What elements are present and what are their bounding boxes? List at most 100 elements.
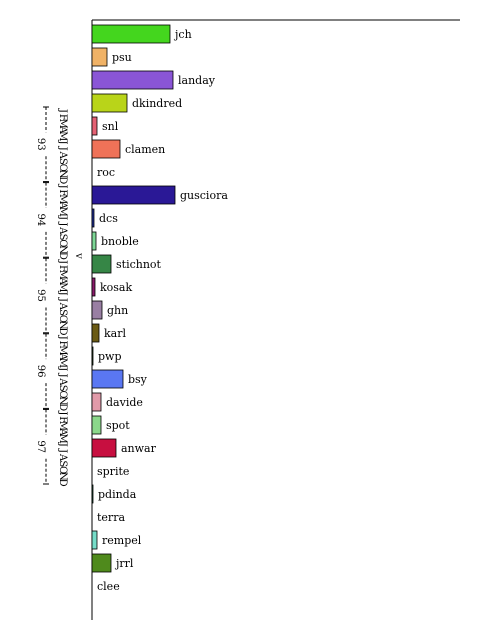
bar-pdinda bbox=[91, 484, 94, 504]
timeline-month-J-41: J bbox=[57, 366, 68, 371]
timeline-month-M-14: M bbox=[57, 194, 68, 204]
timeline-month-M-26: M bbox=[57, 270, 68, 280]
timeline-marker: v bbox=[73, 252, 84, 259]
bar-dcs bbox=[91, 208, 95, 228]
bar-label-pwp: pwp bbox=[98, 350, 122, 363]
timeline-month-J-17: J bbox=[57, 215, 68, 220]
bar-karl bbox=[91, 323, 100, 343]
timeline-month-J-29: J bbox=[57, 291, 68, 296]
timeline-month-O-57: O bbox=[57, 466, 68, 474]
timeline-month-M-52: M bbox=[57, 433, 68, 443]
timeline-month-S-32: S bbox=[57, 309, 68, 316]
bar-label-bnoble: bnoble bbox=[101, 235, 139, 248]
timeline-month-M-38: M bbox=[57, 345, 68, 355]
timeline-month-J-5: J bbox=[57, 139, 68, 144]
timeline-month-D-59: D bbox=[57, 479, 68, 487]
bar-clamen bbox=[91, 139, 121, 159]
timeline-month-A-55: A bbox=[57, 453, 68, 462]
timeline-month-M-50: M bbox=[57, 421, 68, 431]
timeline-month-D-23: D bbox=[57, 252, 68, 260]
timeline-month-O-33: O bbox=[57, 315, 68, 323]
bar-label-landay: landay bbox=[178, 74, 216, 87]
bar-kosak bbox=[91, 277, 96, 297]
bar-label-kosak: kosak bbox=[100, 281, 132, 294]
timeline-month-F-1: F bbox=[57, 114, 68, 121]
timeline-year-93: 93 bbox=[35, 138, 46, 151]
timeline-month-M-2: M bbox=[57, 118, 68, 128]
bar-label-roc: roc bbox=[97, 166, 115, 179]
bar-jch bbox=[91, 24, 171, 44]
bar-label-snl: snl bbox=[102, 120, 119, 133]
timeline-month-O-9: O bbox=[57, 164, 68, 172]
timeline-month-S-44: S bbox=[57, 385, 68, 392]
timeline-month-N-10: N bbox=[57, 170, 68, 179]
bar-label-psu: psu bbox=[112, 51, 132, 64]
bar-label-anwar: anwar bbox=[121, 442, 157, 455]
timeline-month-S-56: S bbox=[57, 460, 68, 467]
timeline-year-97: 97 bbox=[35, 440, 46, 453]
bar-label-davide: davide bbox=[106, 396, 143, 409]
timeline-month-A-7: A bbox=[57, 150, 68, 159]
timeline-month-A-27: A bbox=[57, 276, 68, 285]
timeline-month-J-54: J bbox=[57, 448, 68, 453]
timeline-month-N-22: N bbox=[57, 245, 68, 254]
timeline-month-J-18: J bbox=[57, 221, 68, 226]
timeline-month-F-49: F bbox=[57, 416, 68, 423]
timeline-month-A-15: A bbox=[57, 201, 68, 210]
timeline-month-D-47: D bbox=[57, 403, 68, 411]
timeline-month-O-21: O bbox=[57, 239, 68, 247]
timeline-month-M-28: M bbox=[57, 282, 68, 292]
bar-psu bbox=[91, 47, 108, 67]
timeline-month-J-36: J bbox=[57, 335, 68, 340]
bar-anwar bbox=[91, 438, 117, 458]
timeline-month-O-45: O bbox=[57, 390, 68, 398]
bar-label-clee: clee bbox=[97, 580, 120, 593]
timeline-month-A-31: A bbox=[57, 302, 68, 311]
timeline-month-M-16: M bbox=[57, 207, 68, 217]
bar-label-clamen: clamen bbox=[125, 143, 165, 156]
timeline-year-95: 95 bbox=[35, 289, 46, 302]
timeline-month-D-35: D bbox=[57, 327, 68, 335]
timeline-month-A-43: A bbox=[57, 377, 68, 386]
bar-bnoble bbox=[91, 231, 97, 251]
bar-bsy bbox=[91, 369, 124, 389]
timeline-year-96: 96 bbox=[35, 365, 46, 378]
bar-dkindred bbox=[91, 93, 128, 113]
bar-label-dcs: dcs bbox=[99, 212, 118, 225]
timeline-month-N-46: N bbox=[57, 396, 68, 405]
timeline-month-F-25: F bbox=[57, 265, 68, 272]
timeline-month-D-11: D bbox=[57, 176, 68, 184]
timeline-month-J-0: J bbox=[57, 108, 68, 113]
bar-label-jch: jch bbox=[173, 28, 192, 41]
timeline-month-N-34: N bbox=[57, 321, 68, 330]
bar-spot bbox=[91, 415, 102, 435]
bars-group: jch psu landay dkindred snl clamen roc gusciora… bbox=[91, 24, 228, 593]
bar-label-ghn: ghn bbox=[107, 304, 128, 317]
bar-label-pdinda: pdinda bbox=[98, 488, 137, 501]
bar-label-bsy: bsy bbox=[128, 373, 148, 386]
timeline-group: JFMAMJJASONDJFMAMJJASONDJFMAMJJASONDJFMA… bbox=[35, 106, 84, 487]
timeline-month-A-3: A bbox=[57, 125, 68, 134]
bar-rempel bbox=[91, 530, 98, 550]
bar-jrrl bbox=[91, 553, 112, 573]
timeline-month-J-30: J bbox=[57, 297, 68, 302]
timeline-month-F-13: F bbox=[57, 189, 68, 196]
bar-label-dkindred: dkindred bbox=[132, 97, 182, 110]
bar-pwp bbox=[91, 346, 94, 366]
timeline-month-F-37: F bbox=[57, 341, 68, 348]
timeline-month-N-58: N bbox=[57, 472, 68, 481]
bar-snl bbox=[91, 116, 98, 136]
timeline-month-J-12: J bbox=[57, 184, 68, 189]
timeline-month-M-4: M bbox=[57, 131, 68, 141]
bar-stichnot bbox=[91, 254, 112, 274]
bar-label-karl: karl bbox=[104, 327, 126, 340]
timeline-month-M-40: M bbox=[57, 358, 68, 368]
timeline-year-94: 94 bbox=[35, 214, 46, 227]
timeline-month-J-6: J bbox=[57, 146, 68, 151]
timeline-month-S-8: S bbox=[57, 158, 68, 165]
bar-landay bbox=[91, 70, 174, 90]
timeline-month-J-53: J bbox=[57, 442, 68, 447]
bar-label-gusciora: gusciora bbox=[180, 189, 228, 202]
timeline-month-J-24: J bbox=[57, 259, 68, 264]
